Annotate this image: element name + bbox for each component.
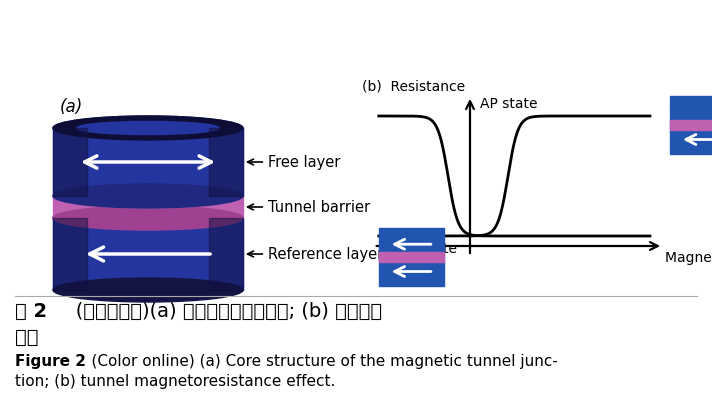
Text: (b)  Resistance: (b) Resistance bbox=[362, 79, 465, 93]
Text: Tunnel barrier: Tunnel barrier bbox=[248, 200, 370, 215]
Text: (a): (a) bbox=[60, 98, 83, 116]
Bar bbox=[53, 196, 243, 218]
Ellipse shape bbox=[53, 184, 243, 208]
Ellipse shape bbox=[53, 278, 243, 302]
Bar bbox=[209, 218, 243, 290]
Bar bbox=[379, 228, 444, 286]
Bar bbox=[53, 218, 243, 290]
Text: (Color online) (a) Core structure of the magnetic tunnel junc-: (Color online) (a) Core structure of the… bbox=[72, 354, 558, 369]
Text: 图 2: 图 2 bbox=[15, 302, 47, 321]
Text: Reference layer: Reference layer bbox=[248, 246, 383, 261]
Ellipse shape bbox=[53, 116, 243, 140]
Text: Figure 2: Figure 2 bbox=[15, 354, 86, 369]
Bar bbox=[209, 128, 243, 196]
Bar bbox=[670, 96, 712, 154]
Bar bbox=[53, 128, 87, 196]
Text: Magnetic field: Magnetic field bbox=[665, 251, 712, 265]
Text: Free layer: Free layer bbox=[248, 154, 340, 169]
Text: P state: P state bbox=[409, 242, 457, 256]
Text: tion; (b) tunnel magnetoresistance effect.: tion; (b) tunnel magnetoresistance effec… bbox=[15, 374, 335, 389]
Ellipse shape bbox=[53, 116, 243, 140]
Text: AP state: AP state bbox=[480, 97, 538, 111]
Bar bbox=[53, 218, 87, 290]
Bar bbox=[53, 128, 243, 196]
Ellipse shape bbox=[53, 206, 243, 230]
Text: 效应: 效应 bbox=[15, 328, 38, 347]
Text: (网络版彩图)(a) 磁隅道结的核心结构; (b) 隙穿磁阻: (网络版彩图)(a) 磁隅道结的核心结构; (b) 隙穿磁阻 bbox=[57, 302, 382, 321]
Bar bbox=[670, 120, 712, 130]
Ellipse shape bbox=[53, 206, 243, 230]
Bar bbox=[379, 252, 444, 262]
Ellipse shape bbox=[77, 122, 219, 135]
Ellipse shape bbox=[53, 184, 243, 208]
